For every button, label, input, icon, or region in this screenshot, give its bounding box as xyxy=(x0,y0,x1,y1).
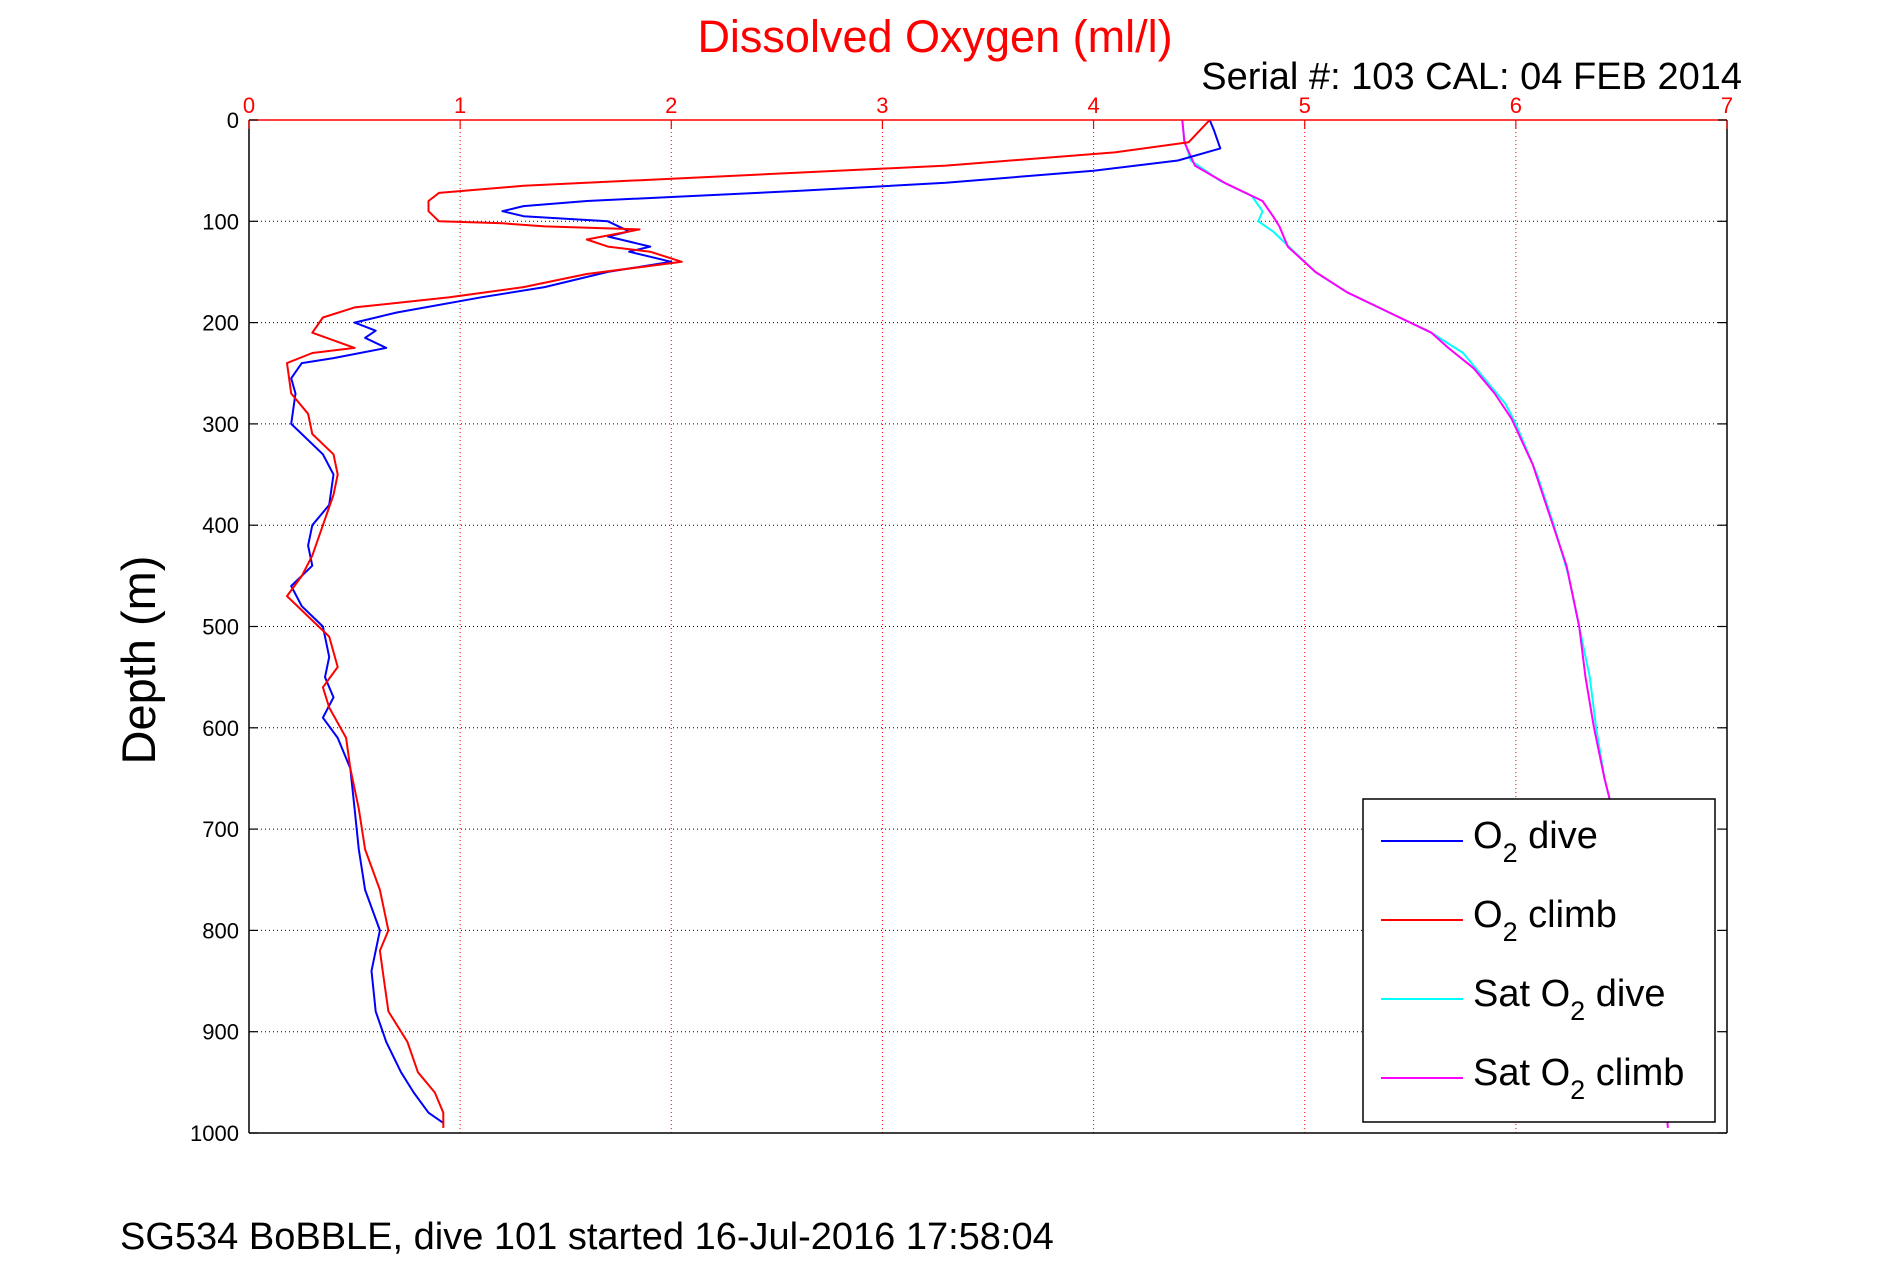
series-line-o2-dive xyxy=(290,119,1222,1124)
x-tick-label: 2 xyxy=(665,93,677,118)
y-tick-label: 700 xyxy=(202,817,239,842)
x-tick-label: 0 xyxy=(243,93,255,118)
x-tick-label: 7 xyxy=(1721,93,1733,118)
legend-label: O2 dive xyxy=(1473,815,1598,868)
y-tick-label: 0 xyxy=(227,108,239,133)
x-tick-label: 3 xyxy=(876,93,888,118)
chart-subtitle: Serial #: 103 CAL: 04 FEB 2014 xyxy=(1201,56,1742,98)
series-line-o2-climb xyxy=(286,119,1211,1128)
legend-label: Sat O2 climb xyxy=(1473,1052,1684,1105)
grid-lines xyxy=(249,120,1727,1133)
dive-info-footer: SG534 BoBBLE, dive 101 started 16-Jul-20… xyxy=(120,1216,1054,1258)
y-tick-label: 900 xyxy=(202,1020,239,1045)
y-tick-label: 200 xyxy=(202,311,239,336)
y-tick-label: 600 xyxy=(202,716,239,741)
legend-label: Sat O2 dive xyxy=(1473,973,1665,1026)
axes: 0 1 2 3 4 5 6 7 0 100 200 300 400 500 600 700 800 900 1000 xyxy=(190,93,1733,1146)
legend-label: O2 climb xyxy=(1473,894,1617,947)
y-tick-label: 500 xyxy=(202,615,239,640)
x-tick-label: 5 xyxy=(1299,93,1311,118)
y-tick-label: 800 xyxy=(202,918,239,943)
chart-title: Dissolved Oxygen (ml/l) xyxy=(697,11,1172,62)
x-tick-label: 1 xyxy=(454,93,466,118)
y-tick-label: 300 xyxy=(202,412,239,437)
legend: O2 dive O2 climb Sat O2 dive Sat O2 climb xyxy=(1362,798,1716,1123)
y-axis-label: Depth (m) xyxy=(112,556,165,765)
legend-box xyxy=(1362,798,1716,1123)
y-tick-label: 1000 xyxy=(190,1121,239,1146)
y-tick-label: 100 xyxy=(202,209,239,234)
x-tick-label: 6 xyxy=(1510,93,1522,118)
x-tick-label: 4 xyxy=(1087,93,1099,118)
y-tick-label: 400 xyxy=(202,513,239,538)
